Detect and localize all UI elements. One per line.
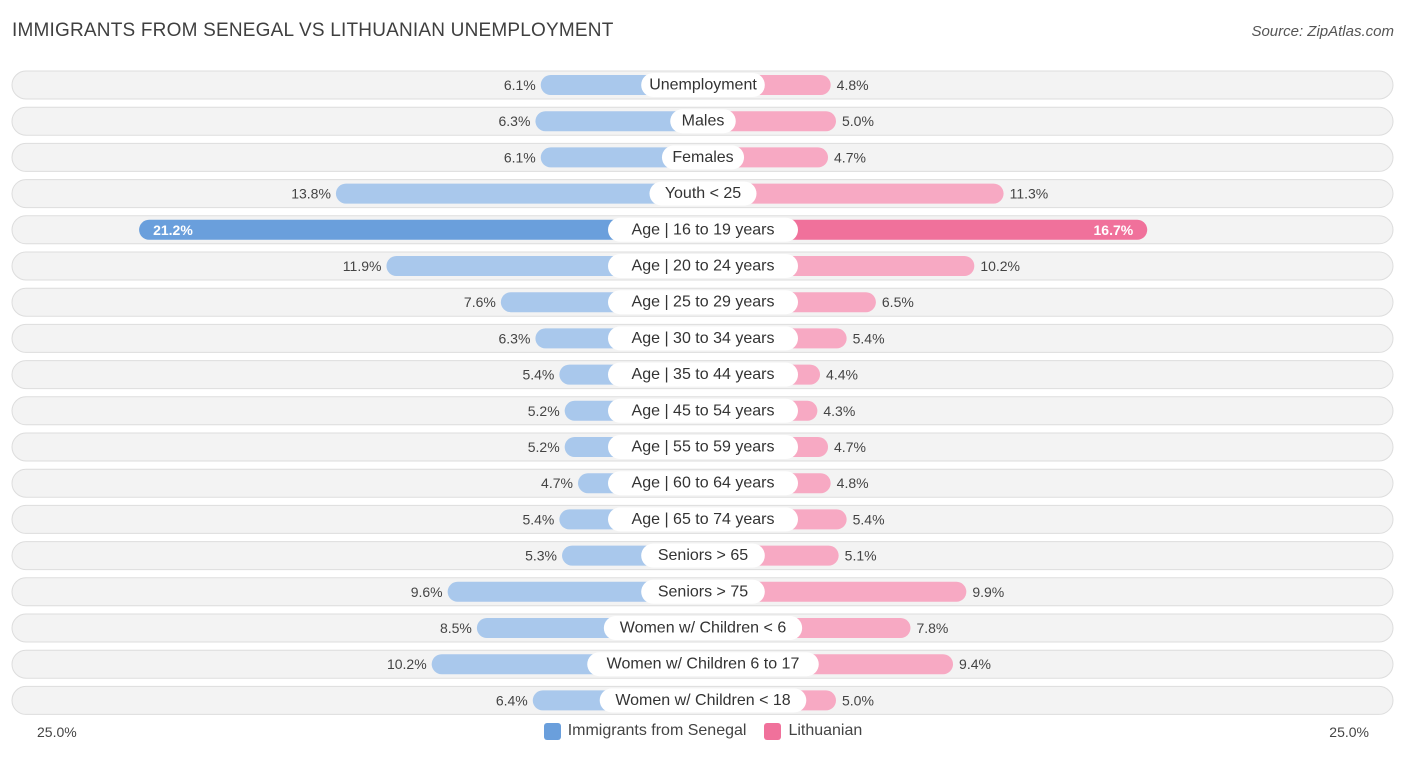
- legend-label-lithuanian: Lithuanian: [788, 722, 863, 739]
- value-label-senegal: 5.2%: [528, 403, 560, 419]
- value-label-senegal: 11.9%: [343, 258, 382, 274]
- value-label-lithuanian: 4.8%: [837, 77, 869, 93]
- value-label-lithuanian: 9.9%: [972, 584, 1004, 600]
- category-label: Women w/ Children 6 to 17: [607, 656, 800, 673]
- category-label: Age | 20 to 24 years: [632, 258, 775, 275]
- value-label-lithuanian: 7.8%: [916, 620, 948, 636]
- category-pill: [608, 290, 798, 315]
- category-pill: [661, 145, 745, 170]
- bar-senegal: [139, 219, 713, 240]
- chart-title: IMMIGRANTS FROM SENEGAL VS LITHUANIAN UN…: [12, 20, 614, 41]
- value-label-lithuanian: 5.0%: [842, 113, 874, 129]
- axis-left-label: 25.0%: [37, 724, 77, 740]
- category-pill: [608, 362, 798, 387]
- category-label: Women w/ Children < 6: [620, 620, 787, 637]
- value-label-lithuanian: 4.4%: [826, 367, 858, 383]
- category-label: Women w/ Children < 18: [615, 692, 790, 709]
- value-label-lithuanian: 5.4%: [853, 511, 885, 527]
- category-label: Age | 35 to 44 years: [632, 366, 775, 383]
- legend-swatch-senegal: [543, 722, 561, 740]
- category-label: Seniors > 65: [658, 547, 748, 564]
- bar-senegal: [335, 183, 713, 204]
- category-pill: [608, 254, 798, 278]
- value-label-senegal: 5.4%: [522, 511, 554, 527]
- category-pill: [599, 688, 807, 713]
- category-pill: [608, 398, 798, 423]
- category-pill: [641, 579, 765, 604]
- category-pill: [587, 652, 819, 677]
- category-pill: [608, 435, 798, 459]
- axis-right-label: 25.0%: [1329, 724, 1369, 740]
- category-label: Age | 16 to 19 years: [632, 221, 775, 238]
- category-pill: [608, 471, 798, 496]
- category-label: Seniors > 75: [658, 583, 748, 600]
- category-label: Unemployment: [649, 77, 757, 94]
- value-label-senegal: 10.2%: [387, 656, 427, 672]
- value-label-senegal: 7.6%: [464, 294, 496, 310]
- category-pill: [608, 217, 798, 242]
- value-label-senegal: 13.8%: [291, 186, 331, 202]
- category-label: Youth < 25: [665, 185, 741, 202]
- value-label-lithuanian: 11.3%: [1010, 186, 1049, 202]
- value-label-senegal: 6.4%: [496, 692, 528, 708]
- category-label: Age | 60 to 64 years: [632, 475, 775, 492]
- value-label-lithuanian: 4.7%: [834, 149, 866, 165]
- value-label-lithuanian: 6.5%: [882, 294, 914, 310]
- category-pill: [603, 616, 803, 640]
- value-label-lithuanian: 5.4%: [853, 330, 885, 346]
- source-note: Source: ZipAtlas.com: [1251, 23, 1394, 40]
- bar-senegal: [535, 111, 713, 132]
- bar-lithuanian: [693, 183, 1004, 204]
- legend-item-lithuanian[interactable]: Lithuanian: [764, 722, 862, 740]
- value-label-senegal: 6.3%: [498, 113, 530, 129]
- category-label: Age | 55 to 59 years: [632, 439, 775, 456]
- value-label-senegal: 5.2%: [528, 439, 560, 455]
- value-label-senegal: 9.6%: [411, 584, 443, 600]
- value-label-lithuanian: 9.4%: [959, 656, 991, 672]
- legend: Immigrants from Senegal Lithuanian: [0, 722, 1406, 740]
- category-pill: [641, 73, 765, 97]
- value-label-senegal: 21.2%: [153, 222, 193, 238]
- value-label-lithuanian: 4.8%: [837, 475, 869, 491]
- legend-label-senegal: Immigrants from Senegal: [567, 722, 747, 739]
- value-label-senegal: 6.1%: [504, 149, 536, 165]
- category-label: Females: [672, 149, 733, 166]
- legend-item-senegal[interactable]: Immigrants from Senegal: [543, 722, 747, 740]
- category-label: Males: [682, 113, 725, 130]
- bar-lithuanian: [693, 219, 1148, 240]
- value-label-lithuanian: 5.0%: [842, 692, 874, 708]
- category-pill: [649, 181, 757, 206]
- legend-swatch-lithuanian: [764, 722, 782, 740]
- value-label-lithuanian: 4.7%: [834, 439, 866, 455]
- value-label-senegal: 5.4%: [522, 367, 554, 383]
- category-label: Age | 30 to 34 years: [632, 330, 775, 347]
- chart-area: 6.1% 4.8% Unemployment 6.3% 5.0% Males 6.1% 4.7…: [11, 70, 1394, 715]
- category-label: Age | 65 to 74 years: [632, 511, 775, 528]
- category-pill: [641, 543, 765, 568]
- value-label-senegal: 8.5%: [440, 620, 472, 636]
- category-pill: [670, 109, 736, 134]
- value-label-lithuanian: 5.1%: [845, 548, 877, 564]
- value-label-senegal: 4.7%: [541, 475, 573, 491]
- category-pill: [608, 507, 798, 532]
- category-label: Age | 45 to 54 years: [632, 402, 775, 419]
- value-label-senegal: 5.3%: [525, 548, 557, 564]
- value-label-senegal: 6.3%: [498, 330, 530, 346]
- value-label-lithuanian: 16.7%: [1094, 222, 1134, 238]
- value-label-lithuanian: 4.3%: [823, 403, 855, 419]
- value-label-senegal: 6.1%: [504, 77, 536, 93]
- category-label: Age | 25 to 29 years: [632, 294, 775, 311]
- category-pill: [608, 326, 798, 351]
- value-label-lithuanian: 10.2%: [980, 258, 1020, 274]
